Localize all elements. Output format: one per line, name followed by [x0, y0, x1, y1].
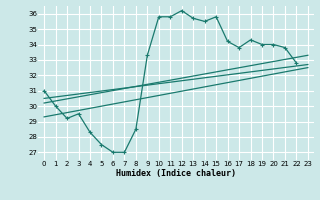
X-axis label: Humidex (Indice chaleur): Humidex (Indice chaleur): [116, 169, 236, 178]
